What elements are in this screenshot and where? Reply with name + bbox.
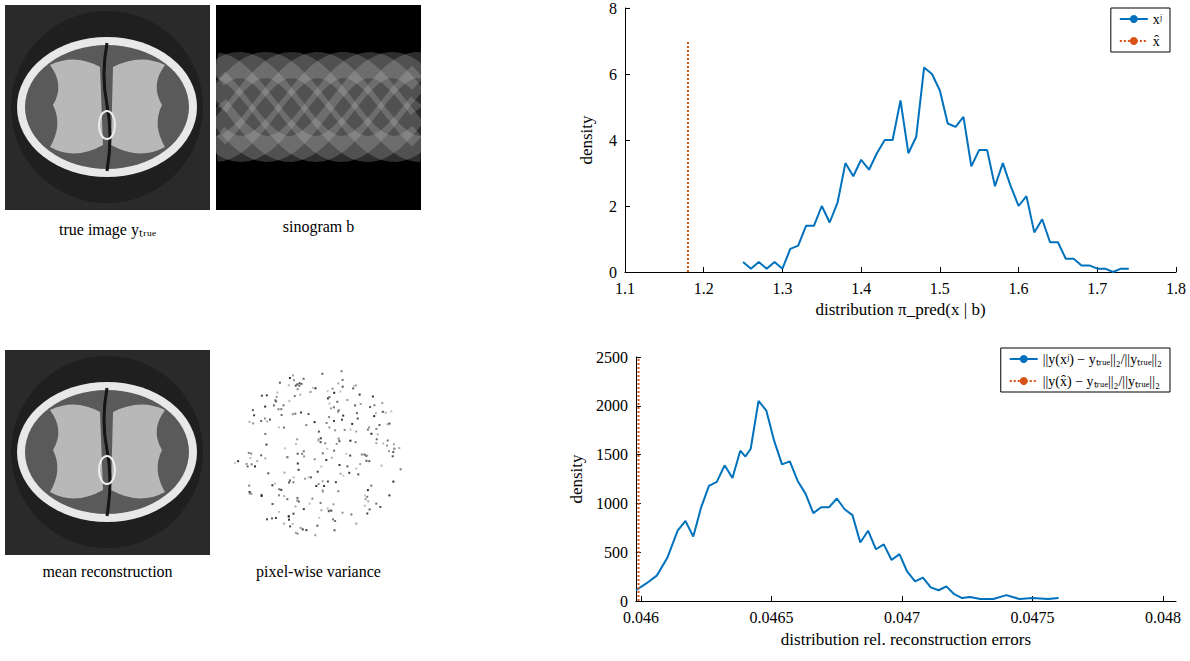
svg-text:0.0465: 0.0465: [750, 609, 794, 626]
svg-text:4: 4: [609, 132, 617, 149]
svg-text:0.048: 0.048: [1145, 609, 1181, 626]
html-text:mean reconstruction: mean reconstruction: [42, 563, 173, 580]
svg-text:8: 8: [609, 0, 617, 17]
svg-text:2500: 2500: [596, 349, 628, 366]
svg-text:1.3: 1.3: [772, 280, 792, 297]
svg-text:1.1: 1.1: [615, 280, 635, 297]
html-text:pixel-wise variance: pixel-wise variance: [256, 563, 381, 580]
svg-text:1.2: 1.2: [694, 280, 714, 297]
svg-text:0: 0: [620, 593, 628, 610]
svg-text:1.5: 1.5: [930, 280, 950, 297]
html-text:true image yₜᵣᵤₑ: true image yₜᵣᵤₑ: [59, 221, 156, 238]
svg-text:0.047: 0.047: [884, 609, 920, 626]
svg-text:x̂: x̂: [1153, 34, 1160, 49]
svg-text:6: 6: [609, 66, 617, 83]
svg-text:0.046: 0.046: [623, 609, 659, 626]
svg-text:||y(xʲ) − yₜᵣᵤₑ||₂/||yₜᵣᵤₑ||₂: ||y(xʲ) − yₜᵣᵤₑ||₂/||yₜᵣᵤₑ||₂: [1043, 352, 1162, 368]
html-text:sinogram b: sinogram b: [282, 218, 355, 235]
svg-text:density: density: [577, 115, 596, 165]
svg-text:||y(x̂) − yₜᵣᵤₑ||₂/||yₜᵣᵤₑ||₂: ||y(x̂) − yₜᵣᵤₑ||₂/||yₜᵣᵤₑ||₂: [1043, 374, 1160, 390]
svg-text:1.6: 1.6: [1009, 280, 1029, 297]
svg-text:1.8: 1.8: [1166, 280, 1186, 297]
svg-text:1500: 1500: [596, 446, 628, 463]
svg-text:500: 500: [604, 544, 628, 561]
svg-text:1.4: 1.4: [851, 280, 871, 297]
svg-text:xʲ: xʲ: [1153, 12, 1162, 27]
svg-text:0: 0: [609, 264, 617, 281]
svg-text:2: 2: [609, 198, 617, 215]
svg-text:2000: 2000: [596, 397, 628, 414]
svg-text:density: density: [567, 454, 586, 504]
svg-text:0.0475: 0.0475: [1010, 609, 1054, 626]
svg-text:distribution π_pred(x | b): distribution π_pred(x | b): [815, 300, 985, 319]
svg-text:distribution rel. reconstructi: distribution rel. reconstruction errors: [781, 630, 1031, 649]
svg-text:1.7: 1.7: [1087, 280, 1107, 297]
svg-text:1000: 1000: [596, 495, 628, 512]
